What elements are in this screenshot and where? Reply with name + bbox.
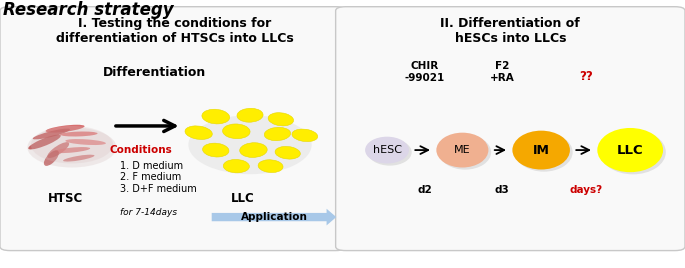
Ellipse shape [203,143,229,157]
Text: HTSC: HTSC [47,192,83,205]
Ellipse shape [53,147,90,153]
Ellipse shape [202,109,229,124]
Ellipse shape [292,129,318,142]
Ellipse shape [436,133,488,168]
Text: 1. D medium
2. F medium
3. D+F medium: 1. D medium 2. F medium 3. D+F medium [120,161,197,194]
Ellipse shape [65,139,106,145]
Text: II. Differentiation of
hESCs into LLCs: II. Differentiation of hESCs into LLCs [440,17,580,45]
Ellipse shape [515,133,573,172]
Ellipse shape [31,126,113,163]
Ellipse shape [237,108,263,122]
Ellipse shape [264,127,290,141]
Text: Application: Application [240,212,308,222]
Text: ??: ?? [579,70,593,83]
Text: for 7-14days: for 7-14days [120,208,177,217]
Text: Research strategy: Research strategy [3,1,174,19]
Ellipse shape [512,131,570,169]
Text: Conditions: Conditions [109,145,172,155]
Text: CHIR
-99021: CHIR -99021 [405,61,445,83]
Ellipse shape [268,113,294,126]
Ellipse shape [258,160,283,173]
Ellipse shape [63,155,95,162]
Text: d2: d2 [417,185,432,195]
Text: Differentiation: Differentiation [103,66,206,79]
Text: LLC: LLC [617,144,643,157]
Ellipse shape [597,128,663,172]
Ellipse shape [439,135,491,170]
Ellipse shape [28,135,61,150]
Ellipse shape [275,146,300,159]
Ellipse shape [365,137,409,163]
Text: F2
+RA: F2 +RA [489,61,514,83]
FancyArrowPatch shape [212,209,336,225]
Text: days?: days? [569,185,602,195]
Ellipse shape [223,124,250,139]
Ellipse shape [27,127,116,168]
FancyBboxPatch shape [0,7,346,251]
Ellipse shape [47,142,69,158]
Ellipse shape [33,129,70,139]
Ellipse shape [600,130,666,174]
Text: IM: IM [533,144,549,157]
Text: hESC: hESC [373,145,401,155]
FancyBboxPatch shape [336,7,685,251]
Text: I. Testing the conditions for
differentiation of HTSCs into LLCs: I. Testing the conditions for differenti… [55,17,294,45]
Ellipse shape [368,139,412,166]
Ellipse shape [240,143,267,157]
Text: LLC: LLC [232,192,255,205]
Ellipse shape [46,125,84,133]
Text: d3: d3 [495,185,509,195]
Text: ME: ME [454,145,471,155]
Ellipse shape [188,115,312,174]
Ellipse shape [44,150,59,166]
Ellipse shape [223,159,249,173]
Ellipse shape [185,126,212,139]
Ellipse shape [60,132,97,136]
